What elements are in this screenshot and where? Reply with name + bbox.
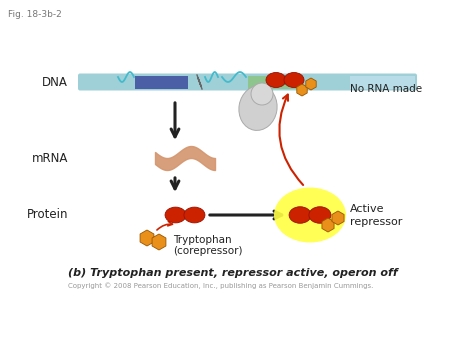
Ellipse shape — [239, 86, 277, 130]
FancyBboxPatch shape — [135, 75, 188, 89]
Ellipse shape — [251, 83, 273, 105]
Text: Tryptophan: Tryptophan — [173, 235, 232, 245]
FancyBboxPatch shape — [350, 75, 415, 89]
FancyBboxPatch shape — [248, 75, 302, 89]
Ellipse shape — [309, 207, 331, 223]
Text: Protein: Protein — [27, 209, 68, 221]
Polygon shape — [322, 218, 334, 232]
Text: mRNA: mRNA — [32, 151, 68, 165]
Ellipse shape — [266, 72, 286, 88]
Text: (b) Tryptophan present, repressor active, operon off: (b) Tryptophan present, repressor active… — [68, 268, 398, 278]
Text: DNA: DNA — [42, 75, 68, 89]
Text: Fig. 18-3b-2: Fig. 18-3b-2 — [8, 10, 62, 19]
Text: No RNA made: No RNA made — [350, 84, 422, 94]
Polygon shape — [152, 234, 166, 250]
Polygon shape — [297, 84, 307, 96]
Ellipse shape — [289, 207, 311, 223]
Ellipse shape — [284, 72, 304, 88]
Text: Active: Active — [350, 204, 384, 214]
Text: (corepressor): (corepressor) — [173, 246, 243, 256]
Polygon shape — [140, 230, 154, 246]
Ellipse shape — [274, 188, 346, 242]
Text: repressor: repressor — [350, 217, 402, 227]
Ellipse shape — [165, 207, 186, 223]
Polygon shape — [306, 78, 316, 90]
Ellipse shape — [184, 207, 205, 223]
FancyBboxPatch shape — [78, 73, 417, 91]
Text: Copyright © 2008 Pearson Education, Inc., publishing as Pearson Benjamin Cumming: Copyright © 2008 Pearson Education, Inc.… — [68, 282, 373, 289]
Polygon shape — [332, 211, 344, 225]
